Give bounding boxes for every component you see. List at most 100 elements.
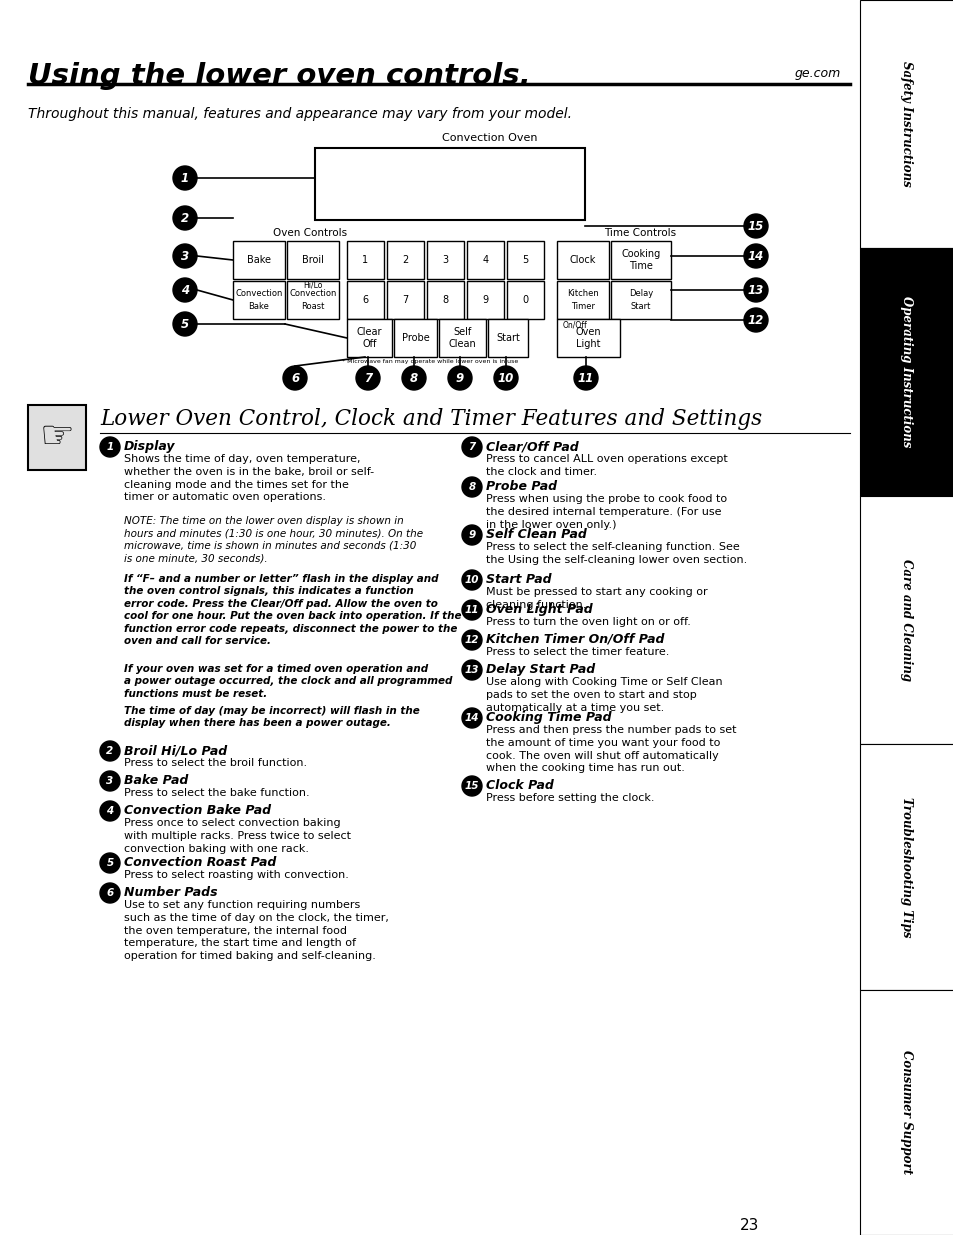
Bar xyxy=(610,241,670,279)
Text: Press once to select convection baking
with multiple racks. Press twice to selec: Press once to select convection baking w… xyxy=(124,818,351,853)
Text: Cooking Time Pad: Cooking Time Pad xyxy=(485,711,611,724)
Bar xyxy=(387,282,423,319)
Text: 9: 9 xyxy=(482,295,488,305)
Text: Convection: Convection xyxy=(289,289,336,298)
Text: Clear: Clear xyxy=(356,327,382,337)
Text: Clock Pad: Clock Pad xyxy=(485,779,554,792)
Text: 12: 12 xyxy=(464,635,478,645)
Text: Press when using the probe to cook food to
the desired internal temperature. (Fo: Press when using the probe to cook food … xyxy=(485,494,726,530)
Text: Bake: Bake xyxy=(247,254,271,266)
Text: If your oven was set for a timed oven operation and
a power outage occurred, the: If your oven was set for a timed oven op… xyxy=(124,664,452,699)
Text: Self Clean Pad: Self Clean Pad xyxy=(485,529,586,541)
Text: 1: 1 xyxy=(107,442,113,452)
Bar xyxy=(427,282,463,319)
Circle shape xyxy=(461,600,481,620)
Text: Start Pad: Start Pad xyxy=(485,573,551,585)
Circle shape xyxy=(100,883,120,903)
Text: Care and Cleaning: Care and Cleaning xyxy=(900,559,913,680)
Text: Clean: Clean xyxy=(448,340,476,350)
Bar xyxy=(347,241,384,279)
Circle shape xyxy=(172,312,196,336)
Text: Probe: Probe xyxy=(401,333,429,343)
Text: Shows the time of day, oven temperature,
whether the oven is in the bake, broil : Shows the time of day, oven temperature,… xyxy=(124,454,374,503)
Text: 14: 14 xyxy=(747,249,763,263)
Text: Using the lower oven controls.: Using the lower oven controls. xyxy=(28,62,530,90)
Bar xyxy=(28,405,86,471)
Bar xyxy=(557,319,619,357)
Text: Bake Pad: Bake Pad xyxy=(124,774,188,787)
Bar xyxy=(394,319,436,357)
Text: 2: 2 xyxy=(107,746,113,756)
Text: 12: 12 xyxy=(747,314,763,326)
Text: 3: 3 xyxy=(107,776,113,785)
Circle shape xyxy=(461,776,481,797)
Text: Press to select the timer feature.: Press to select the timer feature. xyxy=(485,647,669,657)
Circle shape xyxy=(100,437,120,457)
Text: Lower Oven Control, Clock and Timer Features and Settings: Lower Oven Control, Clock and Timer Feat… xyxy=(100,408,761,430)
Text: Safety Instructions: Safety Instructions xyxy=(900,61,913,186)
Text: 13: 13 xyxy=(747,284,763,296)
Bar xyxy=(859,990,953,1235)
Bar xyxy=(287,241,338,279)
Text: 2: 2 xyxy=(402,254,408,266)
Text: 10: 10 xyxy=(464,576,478,585)
Text: Convection Oven: Convection Oven xyxy=(442,133,537,143)
Circle shape xyxy=(172,165,196,190)
Text: Light: Light xyxy=(576,340,600,350)
Text: 10: 10 xyxy=(497,372,514,384)
Text: Press before setting the clock.: Press before setting the clock. xyxy=(485,793,654,803)
Bar xyxy=(438,319,485,357)
Circle shape xyxy=(743,308,767,332)
Text: 15: 15 xyxy=(747,220,763,232)
Bar xyxy=(557,241,608,279)
Bar xyxy=(506,241,543,279)
Circle shape xyxy=(461,659,481,680)
Text: Oven: Oven xyxy=(575,327,600,337)
Text: 2: 2 xyxy=(181,211,189,225)
Circle shape xyxy=(743,278,767,303)
Text: Oven Controls: Oven Controls xyxy=(273,228,347,238)
Text: 11: 11 xyxy=(464,605,478,615)
Text: Self: Self xyxy=(453,327,471,337)
Circle shape xyxy=(743,245,767,268)
Bar xyxy=(506,282,543,319)
Text: If “F– and a number or letter” flash in the display and
the oven control signals: If “F– and a number or letter” flash in … xyxy=(124,574,461,646)
Text: Press and then press the number pads to set
the amount of time you want your foo: Press and then press the number pads to … xyxy=(485,725,736,773)
Text: Press to cancel ALL oven operations except
the clock and timer.: Press to cancel ALL oven operations exce… xyxy=(485,454,727,477)
Bar xyxy=(287,282,338,319)
Text: 9: 9 xyxy=(456,372,463,384)
Text: Delay: Delay xyxy=(628,289,653,298)
Text: 3: 3 xyxy=(442,254,448,266)
Text: Clear/Off Pad: Clear/Off Pad xyxy=(485,440,578,453)
Text: Number Pads: Number Pads xyxy=(124,885,217,899)
Text: 14: 14 xyxy=(464,713,478,722)
Text: 7: 7 xyxy=(402,295,408,305)
Text: 7: 7 xyxy=(468,442,476,452)
Text: 5: 5 xyxy=(107,858,113,868)
Text: 13: 13 xyxy=(464,664,478,676)
Circle shape xyxy=(461,708,481,727)
Text: 1: 1 xyxy=(362,254,368,266)
Bar xyxy=(557,282,608,319)
Text: Broil: Broil xyxy=(302,254,324,266)
Text: Cooking: Cooking xyxy=(620,248,659,258)
Text: Convection Roast Pad: Convection Roast Pad xyxy=(124,856,276,869)
Text: 15: 15 xyxy=(464,781,478,790)
Text: Press to turn the oven light on or off.: Press to turn the oven light on or off. xyxy=(485,618,690,627)
Text: Throughout this manual, features and appearance may vary from your model.: Throughout this manual, features and app… xyxy=(28,107,572,121)
Bar xyxy=(467,282,503,319)
Circle shape xyxy=(172,278,196,303)
Circle shape xyxy=(574,366,598,390)
Text: Start: Start xyxy=(630,301,651,311)
Text: ☞: ☞ xyxy=(39,417,74,456)
Text: ge.com: ge.com xyxy=(794,67,841,80)
Text: 6: 6 xyxy=(362,295,368,305)
Text: Use to set any function requiring numbers
such as the time of day on the clock, : Use to set any function requiring number… xyxy=(124,900,389,961)
Bar xyxy=(610,282,670,319)
Text: Oven Light Pad: Oven Light Pad xyxy=(485,603,592,616)
Text: Time Controls: Time Controls xyxy=(603,228,676,238)
Circle shape xyxy=(461,630,481,650)
Bar xyxy=(859,0,953,248)
Text: Press to select the bake function.: Press to select the bake function. xyxy=(124,788,310,798)
Bar xyxy=(427,241,463,279)
